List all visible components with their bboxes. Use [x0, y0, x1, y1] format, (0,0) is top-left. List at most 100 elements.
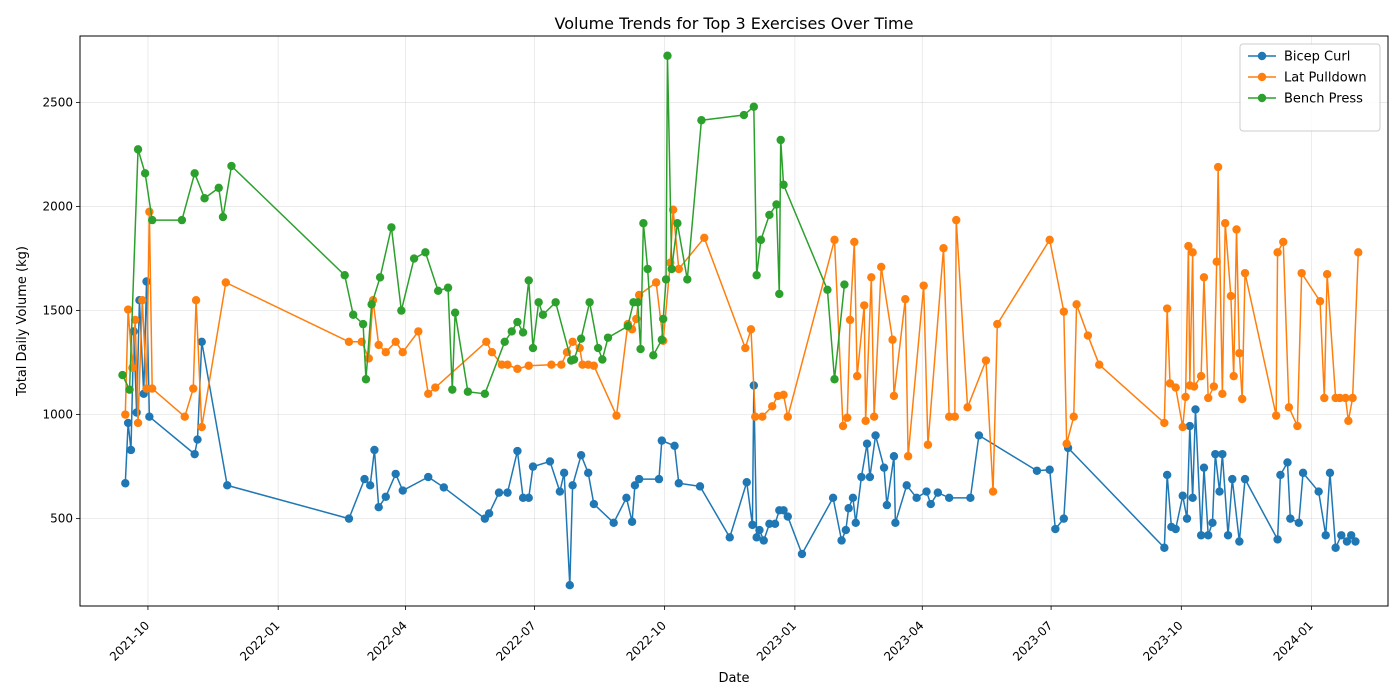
- data-point-lat-pulldown: [1184, 241, 1193, 251]
- data-point-lat-pulldown: [758, 412, 767, 421]
- data-point-bicep-curl: [770, 519, 780, 529]
- data-point-lat-pulldown: [830, 235, 839, 245]
- data-point-lat-pulldown: [1354, 248, 1363, 257]
- data-point-bicep-curl: [851, 518, 860, 527]
- data-point-bicep-curl: [545, 457, 555, 466]
- data-point-bench-press: [756, 235, 766, 245]
- data-point-lat-pulldown: [589, 361, 599, 370]
- data-point-bicep-curl: [748, 520, 757, 530]
- data-point-lat-pulldown: [901, 294, 910, 304]
- data-point-lat-pulldown: [189, 384, 198, 393]
- data-point-bicep-curl: [1276, 470, 1285, 480]
- data-point-lat-pulldown: [147, 384, 157, 393]
- data-point-bicep-curl: [374, 502, 383, 512]
- series-lat-pulldown: [121, 162, 1363, 496]
- data-point-bench-press: [367, 300, 376, 309]
- data-point-bicep-curl: [1321, 531, 1330, 540]
- data-point-bicep-curl: [1051, 524, 1060, 534]
- data-point-bicep-curl: [583, 468, 593, 478]
- data-point-lat-pulldown: [180, 412, 189, 421]
- data-point-lat-pulldown: [1072, 300, 1081, 309]
- data-point-bicep-curl: [513, 446, 522, 456]
- data-point-bicep-curl: [1208, 518, 1217, 527]
- data-point-lat-pulldown: [1160, 418, 1169, 428]
- data-point-lat-pulldown: [741, 343, 750, 353]
- data-point-bench-press: [375, 273, 385, 282]
- data-point-lat-pulldown: [1062, 439, 1071, 448]
- data-point-bicep-curl: [654, 474, 664, 484]
- data-point-bicep-curl: [879, 463, 889, 472]
- data-point-bicep-curl: [882, 500, 892, 510]
- data-point-bench-press: [349, 310, 358, 319]
- data-point-lat-pulldown: [221, 278, 231, 287]
- data-point-lat-pulldown: [398, 348, 407, 357]
- data-point-bench-press: [603, 333, 613, 342]
- data-point-bench-press: [177, 215, 187, 225]
- data-point-bicep-curl: [966, 493, 975, 503]
- y-axis-ticks: 500 1000 1500 2000 2500: [42, 96, 80, 526]
- data-point-bench-press: [585, 298, 594, 307]
- legend: Bicep Curl Lat Pulldown Bench Press: [1239, 43, 1381, 132]
- data-point-bench-press: [776, 135, 785, 145]
- data-point-bicep-curl: [193, 435, 202, 444]
- data-point-lat-pulldown: [1293, 421, 1302, 431]
- legend-box: [1239, 43, 1381, 132]
- data-point-lat-pulldown: [869, 412, 879, 421]
- legend-label-bench-press: Bench Press: [1284, 92, 1363, 107]
- data-point-lat-pulldown: [1348, 393, 1357, 403]
- data-point-bicep-curl: [576, 450, 586, 460]
- data-point-bench-press: [772, 200, 781, 209]
- data-point-lat-pulldown: [952, 215, 961, 225]
- data-point-lat-pulldown: [145, 207, 154, 216]
- data-point-bench-press: [643, 264, 652, 274]
- data-point-bicep-curl: [1298, 468, 1308, 478]
- data-point-lat-pulldown: [1212, 257, 1221, 266]
- data-point-bicep-curl: [1337, 531, 1346, 540]
- data-point-bicep-curl: [344, 514, 354, 523]
- data-point-lat-pulldown: [1322, 269, 1332, 279]
- data-point-bicep-curl: [837, 536, 846, 545]
- data-point-lat-pulldown: [838, 421, 848, 431]
- data-point-lat-pulldown: [988, 487, 998, 496]
- data-point-bicep-curl: [223, 481, 232, 490]
- data-point-lat-pulldown: [1188, 248, 1197, 257]
- series-line-bench-press: [121, 55, 846, 395]
- data-point-lat-pulldown: [923, 440, 933, 449]
- x-axis-title: Date: [718, 671, 749, 686]
- data-point-bicep-curl: [1182, 514, 1192, 523]
- data-point-bench-press: [576, 334, 586, 343]
- data-point-lat-pulldown: [861, 416, 870, 426]
- data-point-lat-pulldown: [877, 262, 886, 272]
- data-point-lat-pulldown: [919, 281, 928, 290]
- data-point-lat-pulldown: [1189, 382, 1199, 391]
- data-point-bicep-curl: [779, 506, 788, 515]
- data-point-bicep-curl: [381, 492, 390, 501]
- data-point-bicep-curl: [1215, 487, 1224, 496]
- data-point-bench-press: [538, 310, 548, 319]
- data-point-bicep-curl: [783, 512, 792, 521]
- data-point-bicep-curl: [1331, 543, 1340, 552]
- data-point-bicep-curl: [902, 481, 911, 490]
- data-point-bicep-curl: [609, 518, 618, 527]
- series-bench-press: [118, 51, 849, 399]
- data-point-bicep-curl: [844, 504, 853, 513]
- data-point-lat-pulldown: [374, 340, 383, 350]
- data-point-lat-pulldown: [889, 391, 899, 401]
- data-point-lat-pulldown: [1196, 371, 1206, 381]
- data-point-bench-press: [633, 298, 642, 307]
- data-point-bicep-curl: [360, 474, 369, 484]
- data-point-lat-pulldown: [391, 337, 400, 346]
- y-tick-label: 1000: [42, 408, 73, 422]
- data-point-bicep-curl: [865, 472, 875, 482]
- data-point-bicep-curl: [841, 525, 851, 535]
- data-point-bench-press: [551, 298, 560, 307]
- data-point-bicep-curl: [398, 486, 407, 495]
- series-bicep-curl: [121, 277, 1360, 590]
- data-point-bicep-curl: [142, 277, 151, 286]
- data-point-bench-press: [667, 264, 676, 274]
- data-point-bicep-curl: [197, 337, 206, 346]
- chart-title: Volume Trends for Top 3 Exercises Over T…: [555, 14, 914, 33]
- data-point-bicep-curl: [190, 449, 199, 459]
- data-point-lat-pulldown: [568, 337, 577, 346]
- data-point-lat-pulldown: [1273, 248, 1282, 257]
